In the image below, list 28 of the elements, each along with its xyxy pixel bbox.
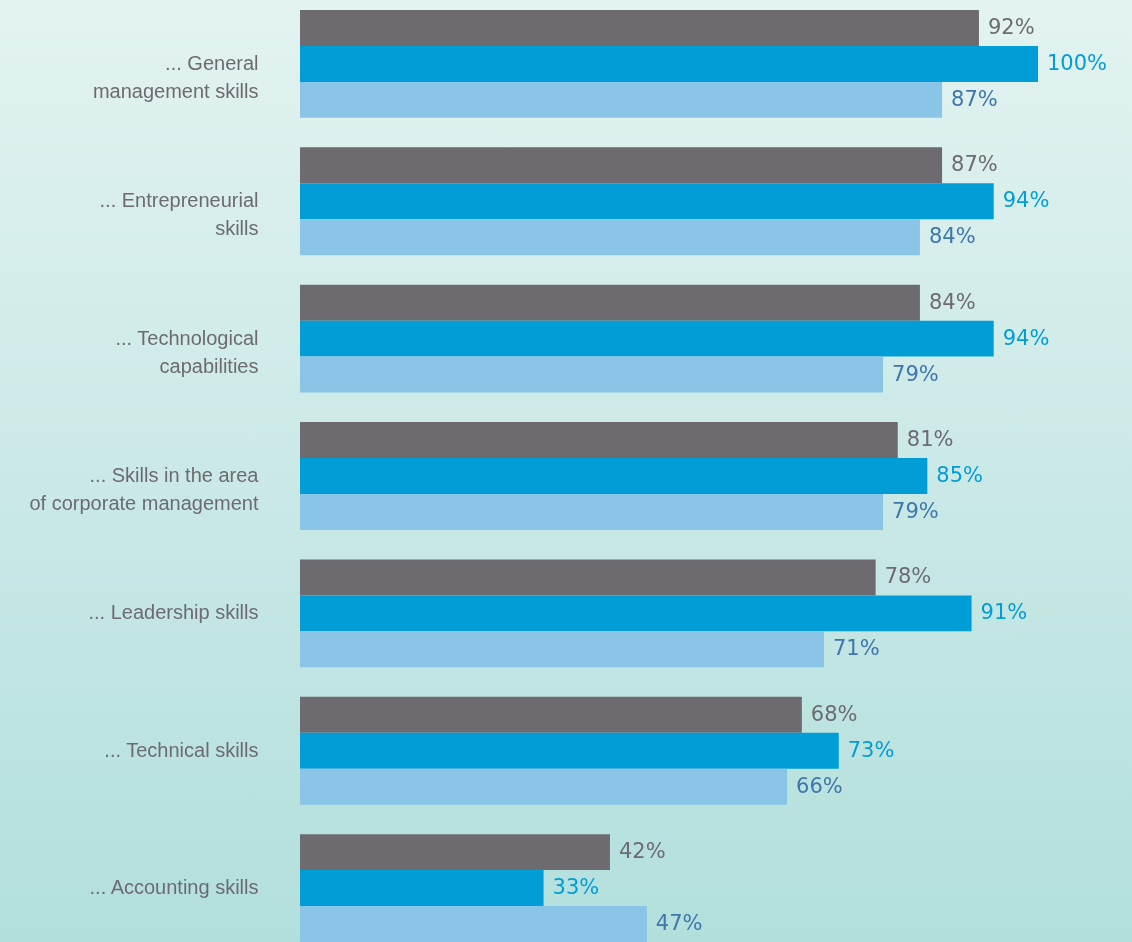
data-label: 68% [810,701,858,726]
data-label: 81% [906,427,954,452]
data-label: 84% [928,224,976,249]
data-label: 66% [796,773,843,798]
data-label: 100% [1047,50,1108,75]
data-label: 84% [928,289,976,314]
data-label: 33% [552,875,600,900]
data-label: 94% [1002,325,1050,350]
data-label: 47% [655,911,703,936]
data-label: 42% [618,839,666,864]
y-tick-label: ... Leadership skills [88,601,259,624]
y-tick-label: ... Entrepreneurial skills [99,189,259,240]
y-tick-label: ... Skills in the area of corporate management [29,464,260,514]
data-label: 94% [1002,188,1050,213]
y-tick-label: ... Technological capabilities [115,326,259,377]
data-label: 79% [892,498,939,523]
y-tick-label: ... Accounting skills [89,876,259,899]
data-label: 78% [884,564,932,589]
y-tick-label: ... General management skills [92,51,259,102]
data-label: 91% [980,600,1028,625]
data-label: 71% [832,636,880,661]
data-label: 73% [847,737,895,762]
y-tick-label: ... Technical skills [104,738,259,761]
data-label: 79% [892,361,939,386]
data-label: 87% [951,152,998,177]
data-label: 85% [936,463,983,487]
data-label: 87% [951,86,998,111]
data-label: 92% [987,14,1035,39]
